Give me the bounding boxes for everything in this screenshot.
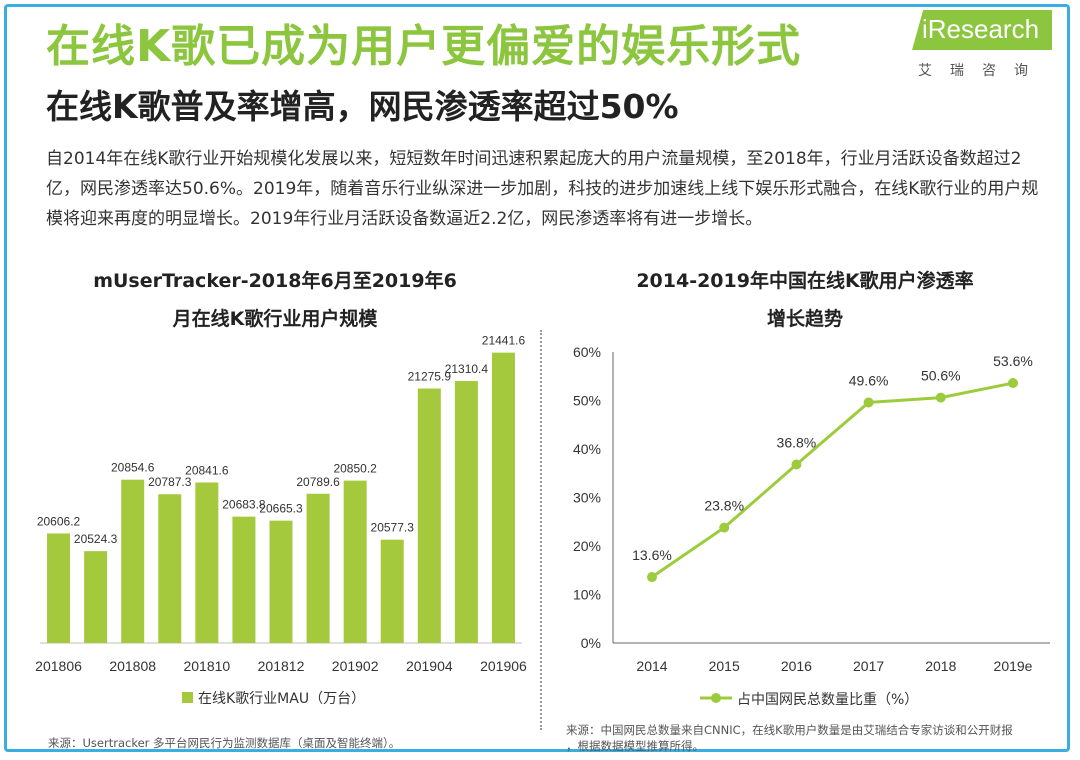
bar-value-label: 20789.6 — [296, 475, 340, 489]
bar-value-label: 20854.6 — [111, 461, 155, 475]
bar-x-tick-label: 201808 — [109, 658, 156, 674]
bar-chart-title-line-2: 月在线K歌行业用户规模 — [172, 308, 378, 330]
bar-x-tick-label: 201902 — [332, 658, 379, 674]
line-point-2016 — [791, 459, 802, 470]
logo-badge — [912, 10, 1052, 50]
line-value-label: 53.6% — [993, 353, 1033, 369]
page-title: 在线K歌已成为用户更偏爱的娱乐形式 — [46, 21, 802, 72]
line-y-tick-label: 60% — [573, 344, 601, 360]
bar-chart-source: 来源：Usertracker 多平台网民行为监测数据库（桌面及智能终端）。 — [48, 736, 401, 750]
line-legend-label: 占中国网民总数量比重（%） — [737, 692, 918, 708]
line-point-2019e — [1008, 378, 1018, 389]
line-x-tick-label: 2017 — [853, 658, 884, 674]
line-series — [651, 381, 1014, 579]
bar-201806 — [47, 533, 71, 643]
line-y-tick-label: 30% — [573, 490, 601, 506]
bar-x-tick-label: 201806 — [35, 658, 82, 674]
line-point-2018 — [935, 392, 946, 403]
line-x-tick-label: 2018 — [925, 658, 956, 674]
line-point-2017 — [863, 397, 874, 408]
bar-value-label: 20665.3 — [259, 502, 303, 516]
line-point-2015 — [719, 522, 730, 533]
bar-value-label: 20606.2 — [37, 514, 81, 528]
line-point-2014 — [647, 572, 657, 583]
bar-201811 — [232, 516, 256, 643]
bar-x-tick-label: 201812 — [258, 658, 305, 674]
bar-chart-title: mUserTracker-2018年6月至2019年6 月在线K歌行业用户规模 — [40, 262, 510, 338]
line-value-label: 49.6% — [849, 372, 889, 388]
bar-x-tick-label: 201904 — [406, 658, 453, 674]
page-subtitle: 在线K歌普及率增高，网民渗透率超过50% — [46, 87, 679, 126]
bar-x-tick-label: 201906 — [480, 658, 527, 674]
intro-paragraph: 自2014年在线K歌行业开始规模化发展以来，短短数年时间迅速积累起庞大的用户流量… — [46, 149, 1039, 229]
line-x-tick-label: 2015 — [709, 658, 740, 674]
line-chart-title: 2014-2019年中国在线K歌用户渗透率 增长趋势 — [570, 262, 1040, 338]
iresearch-logo: iResearch 艾瑞咨询 — [912, 10, 1057, 80]
bar-chart-title-line-1: mUserTracker-2018年6月至2019年6 — [93, 270, 457, 292]
line-value-label: 13.6% — [632, 547, 672, 563]
bar-201809 — [158, 494, 182, 643]
bar-legend-label: 在线K歌行业MAU（万台） — [198, 691, 365, 707]
bar-201906 — [491, 352, 515, 643]
line-y-tick-label: 20% — [573, 538, 601, 554]
bar-value-label: 20841.6 — [185, 463, 229, 477]
line-chart-source-line-2: ，根据数据模型推算所得。 — [566, 739, 704, 753]
logo-text: iResearch — [922, 14, 1040, 44]
bar-201807 — [84, 551, 108, 643]
bar-201901 — [306, 493, 330, 643]
bar-201808 — [121, 479, 145, 643]
line-chart-title-line-1: 2014-2019年中国在线K歌用户渗透率 — [636, 270, 974, 292]
line-legend-marker — [711, 693, 721, 703]
bar-201902 — [343, 480, 367, 643]
line-chart-source: 来源：中国网民总数量来自CNNIC，在线K歌用户数量是由艾瑞结合专家访谈和公开财… — [566, 722, 1056, 754]
line-x-tick-label: 2016 — [781, 658, 812, 674]
bar-201903 — [380, 539, 404, 643]
chart-divider — [540, 330, 542, 730]
bar-201905 — [454, 381, 478, 643]
line-value-label: 23.8% — [704, 498, 744, 514]
line-x-tick-label: 2014 — [636, 658, 667, 674]
bar-value-label: 20577.3 — [371, 521, 415, 535]
bar-x-tick-label: 201810 — [183, 658, 230, 674]
bar-value-label: 20683.8 — [222, 498, 266, 512]
line-y-tick-label: 0% — [581, 635, 601, 651]
bar-value-label: 21275.9 — [408, 370, 452, 384]
bar-value-label: 20524.3 — [74, 532, 118, 546]
bar-201810 — [195, 482, 219, 643]
line-x-tick-label: 2019e — [994, 658, 1033, 674]
line-value-label: 50.6% — [921, 368, 961, 384]
slide-frame — [4, 4, 1070, 752]
line-y-tick-label: 50% — [573, 393, 601, 409]
bar-value-label: 21310.4 — [445, 362, 489, 376]
logo-subtext: 艾瑞咨询 — [918, 63, 1046, 79]
line-y-tick-label: 10% — [573, 587, 601, 603]
line-chart-source-line-1: 来源：中国网民总数量来自CNNIC，在线K歌用户数量是由艾瑞结合专家访谈和公开财… — [566, 723, 1013, 737]
bar-legend-swatch — [182, 692, 193, 703]
line-y-tick-label: 40% — [573, 441, 601, 457]
bar-201904 — [417, 388, 441, 643]
bar-value-label: 20850.2 — [333, 462, 377, 476]
line-value-label: 36.8% — [777, 435, 817, 451]
bar-value-label: 20787.3 — [148, 475, 192, 489]
bar-201812 — [269, 520, 293, 643]
line-chart-title-line-2: 增长趋势 — [766, 308, 843, 330]
bar-value-label: 21441.6 — [482, 334, 526, 348]
